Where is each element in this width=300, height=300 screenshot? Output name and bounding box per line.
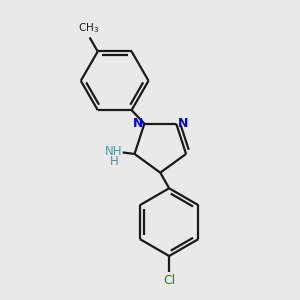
Text: H: H	[110, 155, 118, 168]
Text: Cl: Cl	[163, 274, 175, 287]
Text: N: N	[133, 117, 143, 130]
Text: CH$_3$: CH$_3$	[78, 21, 99, 35]
Text: NH: NH	[105, 145, 123, 158]
Text: N: N	[178, 117, 188, 130]
